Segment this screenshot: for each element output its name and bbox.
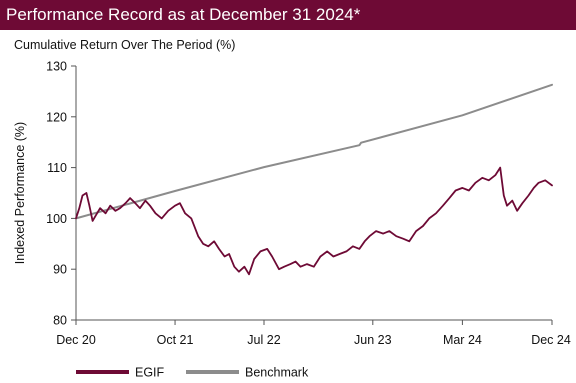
y-tick-label: 120 bbox=[46, 110, 67, 124]
series-line-egif bbox=[75, 166, 553, 276]
y-axis-label: Indexed Performance (%) bbox=[13, 122, 27, 264]
legend: EGIF Benchmark bbox=[76, 366, 309, 380]
y-tick-label: 110 bbox=[47, 161, 67, 175]
y-tick-label: 130 bbox=[46, 60, 67, 74]
x-tick-label: Dec 20 bbox=[56, 333, 96, 347]
legend-label-egif: EGIF bbox=[135, 366, 165, 380]
y-tick-label: 80 bbox=[53, 314, 67, 328]
x-tick-label: Oct 21 bbox=[157, 333, 194, 347]
x-tick-label: Jul 22 bbox=[247, 333, 280, 347]
y-tick-label: 100 bbox=[46, 212, 67, 226]
chart-title: Cumulative Return Over The Period (%) bbox=[14, 38, 236, 52]
legend-label-benchmark: Benchmark bbox=[245, 366, 309, 380]
header-title: Performance Record as at December 31 202… bbox=[6, 5, 361, 24]
x-tick-label: Jun 23 bbox=[354, 333, 392, 347]
header-bar: Performance Record as at December 31 202… bbox=[0, 0, 576, 30]
series-line-benchmark bbox=[75, 83, 553, 220]
x-tick-label: Mar 24 bbox=[443, 333, 482, 347]
y-tick-label: 90 bbox=[53, 263, 67, 277]
axes-layer: 80 90 100 110 120 130 Dec 20 Oct 21 Jul 22 Jun 23… bbox=[13, 60, 571, 348]
series-layer bbox=[75, 83, 553, 276]
x-tick-label: Dec 24 bbox=[531, 333, 571, 347]
